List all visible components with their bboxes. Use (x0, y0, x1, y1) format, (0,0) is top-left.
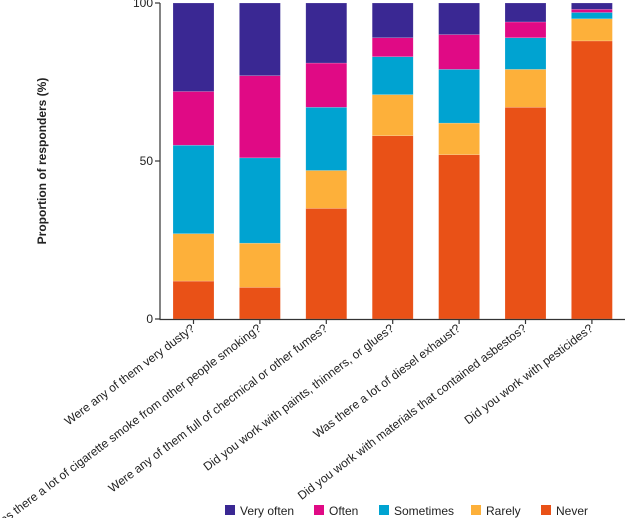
y-tick-label: 0 (146, 312, 153, 326)
y-tick-label: 50 (140, 154, 154, 168)
bar-segment-very-often (504, 2, 547, 23)
bar-segment-never (371, 135, 414, 320)
bar-segment-rarely (371, 94, 414, 136)
bar-stack (438, 2, 480, 320)
legend-item-sometimes: Sometimes (379, 504, 454, 518)
y-ticks: 0 50 100 (133, 0, 160, 326)
bar-segment-often (172, 91, 215, 146)
bar-segment-rarely (305, 170, 348, 209)
bar-segment-often (571, 9, 613, 13)
x-tick-label: Did you work with pesticides? (462, 321, 596, 427)
bar-segment-sometimes (438, 69, 480, 124)
legend-swatch (471, 505, 481, 515)
x-tick-label: Was there a lot of cigarette smoke from … (0, 321, 264, 518)
bar-stack (371, 2, 414, 320)
bar-stack (172, 2, 215, 320)
legend-label: Very often (240, 504, 294, 518)
bar-segment-sometimes (305, 107, 348, 171)
legend-label: Never (556, 504, 588, 518)
y-tick-label: 100 (133, 0, 153, 10)
bar-segment-rarely (239, 242, 281, 288)
bar-segment-never (305, 208, 348, 320)
bar-stack (504, 2, 547, 320)
bar-segment-rarely (438, 122, 480, 155)
y-axis-label: Proportion of responders (%) (35, 78, 49, 245)
bar-segment-often (371, 37, 414, 57)
bar-segment-never (172, 280, 215, 320)
bar-segment-never (438, 154, 480, 320)
bar-segment-never (504, 107, 547, 320)
bar-segment-sometimes (371, 56, 414, 95)
x-ticks: Were any of them very dusty?Was there a … (0, 319, 596, 523)
bar-segment-rarely (504, 69, 547, 108)
bar-segment-very-often (371, 2, 414, 39)
bar-segment-often (504, 21, 547, 39)
legend-label: Often (329, 504, 358, 518)
bar-segment-often (305, 62, 348, 108)
bar-stack (305, 2, 348, 320)
legend-swatch (379, 505, 389, 515)
bar-segment-often (239, 75, 281, 159)
bar-segment-sometimes (172, 144, 215, 234)
legend-swatch (541, 505, 551, 515)
bar-segment-never (239, 287, 281, 320)
bar-segment-very-often (571, 2, 613, 10)
bar-segment-very-often (239, 2, 281, 76)
bar-segment-very-often (438, 2, 480, 35)
bar-segment-rarely (571, 18, 613, 42)
legend: Very often Often Sometimes Rarely Never (225, 504, 588, 518)
legend-swatch (225, 505, 235, 515)
legend-label: Rarely (486, 504, 521, 518)
legend-item-rarely: Rarely (471, 504, 521, 518)
bars-layer (172, 2, 613, 320)
legend-item-often: Often (314, 504, 358, 518)
legend-swatch (314, 505, 324, 515)
bar-segment-sometimes (504, 37, 547, 70)
bar-segment-sometimes (571, 12, 613, 20)
bar-segment-sometimes (239, 157, 281, 244)
legend-item-never: Never (541, 504, 588, 518)
legend-item-very-often: Very often (225, 504, 294, 518)
x-tick-label: Did you work with materials that contain… (295, 321, 530, 503)
legend-label: Sometimes (394, 504, 454, 518)
bar-segment-rarely (172, 233, 215, 282)
bar-segment-very-often (172, 2, 215, 92)
bar-stack (239, 2, 281, 320)
bar-segment-very-often (305, 2, 348, 64)
bar-segment-never (571, 40, 613, 320)
bar-stack (571, 2, 613, 320)
x-tick-label: Were any of them very dusty? (62, 321, 198, 428)
bar-segment-often (438, 34, 480, 70)
